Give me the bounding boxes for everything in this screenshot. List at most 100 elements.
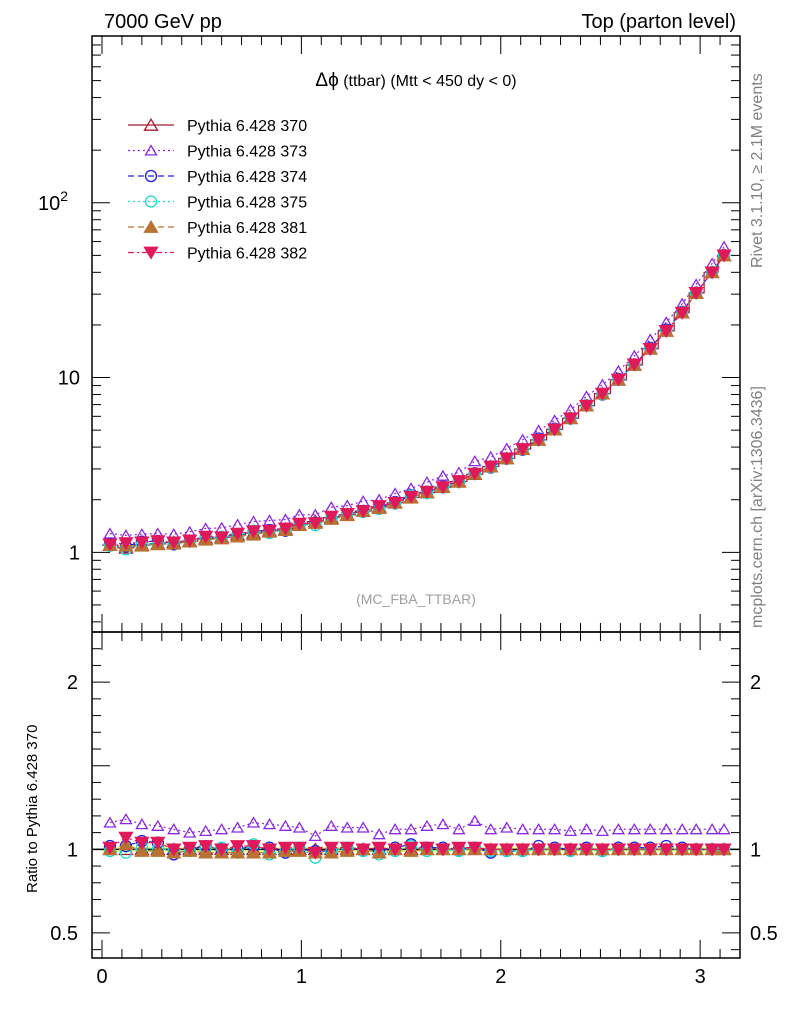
ratio-point-s5 bbox=[102, 841, 118, 855]
ratio-point-s1 bbox=[595, 824, 610, 836]
ratio-point-s5 bbox=[387, 843, 403, 857]
series-line-3 bbox=[109, 254, 725, 550]
ratio-point-s1 bbox=[627, 823, 641, 835]
data-point-s5 bbox=[435, 481, 451, 495]
data-point-s5 bbox=[483, 460, 499, 474]
ratio-point-s1 bbox=[500, 821, 514, 833]
ratio-line-3 bbox=[109, 843, 725, 859]
ratio-point-s5 bbox=[229, 840, 246, 854]
legend: Pythia 6.428 370 Pythia 6.428 373 Pythia 6… bbox=[128, 117, 307, 263]
data-point-s5 bbox=[229, 527, 246, 541]
ratio-point-s1 bbox=[468, 814, 482, 826]
mcplots-label: mcplots.cern.ch [arXiv:1306.3436] bbox=[749, 386, 766, 628]
data-point-s5 bbox=[578, 399, 595, 413]
ratio-point-s1 bbox=[675, 823, 689, 835]
data-point-s5 bbox=[323, 510, 339, 524]
ratio-point-s5 bbox=[419, 841, 435, 855]
ratio-point-s1 bbox=[199, 824, 213, 836]
watermark: (MC_FBA_TTBAR) bbox=[356, 591, 476, 607]
data-point-s5 bbox=[261, 524, 278, 538]
header-left: 7000 GeV pp bbox=[104, 11, 222, 33]
data-point-s5 bbox=[118, 537, 134, 551]
ratio-point-s1 bbox=[372, 828, 386, 840]
ratio-point-s1 bbox=[324, 819, 338, 831]
ratio-panel-frame bbox=[91, 631, 741, 959]
ratio-point-s1 bbox=[563, 824, 578, 836]
ratio-series-layer bbox=[102, 813, 732, 864]
ratio-point-s1 bbox=[436, 818, 450, 830]
ratio-point-s5 bbox=[674, 843, 690, 857]
ratio-point-s1 bbox=[356, 821, 370, 833]
data-point-s5 bbox=[134, 536, 150, 550]
ratio-ytick-label: 2 bbox=[67, 672, 78, 694]
data-point-s5 bbox=[355, 505, 371, 519]
data-point-s1 bbox=[230, 518, 245, 530]
data-point-s5 bbox=[339, 507, 355, 521]
ratio-ytick-label-right: 1 bbox=[750, 839, 761, 861]
ratio-point-s5 bbox=[499, 843, 515, 857]
ratio-point-s5 bbox=[150, 836, 166, 850]
data-point-s5 bbox=[213, 531, 230, 545]
ratio-point-s5 bbox=[451, 841, 467, 855]
ratio-line-4 bbox=[109, 843, 725, 854]
ratio-point-s5 bbox=[134, 836, 150, 850]
data-point-s5 bbox=[499, 452, 515, 466]
legend-entry: Pythia 6.428 374 bbox=[128, 169, 307, 186]
main-ytick-label: 1 bbox=[69, 542, 80, 564]
ratio-point-s1 bbox=[404, 823, 418, 835]
data-point-s5 bbox=[403, 490, 419, 504]
data-point-s5 bbox=[245, 525, 262, 539]
ratio-point-s5 bbox=[245, 840, 262, 854]
data-point-s5 bbox=[688, 287, 704, 301]
data-point-s5 bbox=[182, 534, 198, 548]
ratio-point-s5 bbox=[626, 843, 642, 857]
data-point-s5 bbox=[530, 434, 547, 447]
ratio-point-s1 bbox=[278, 819, 293, 831]
ratio-point-s5 bbox=[562, 843, 579, 857]
ratio-point-s1 bbox=[246, 816, 261, 828]
data-point-s5 bbox=[371, 500, 387, 514]
ratio-ytick-label-right: 0.5 bbox=[750, 923, 778, 945]
ratio-point-s1 bbox=[183, 826, 197, 838]
chart-title: Δϕ (ttbar) (Mtt < 450 dy < 0) bbox=[315, 70, 516, 91]
data-point-s5 bbox=[716, 249, 732, 263]
data-point-s5 bbox=[291, 517, 308, 531]
ratio-point-s5 bbox=[594, 843, 611, 857]
ratio-point-s1 bbox=[516, 823, 530, 835]
ratio-point-s1 bbox=[484, 823, 498, 835]
ratio-point-s5 bbox=[371, 841, 387, 855]
ratio-point-s4 bbox=[134, 843, 150, 857]
ratio-point-s5 bbox=[355, 843, 371, 857]
ratio-ytick-label-right: 2 bbox=[750, 672, 761, 694]
ratio-point-s5 bbox=[118, 831, 134, 845]
data-point-s5 bbox=[642, 342, 658, 356]
legend-marker bbox=[144, 144, 158, 156]
header-right: Top (parton level) bbox=[581, 11, 736, 33]
ratio-point-s1 bbox=[292, 821, 307, 833]
legend-entry: Pythia 6.428 370 bbox=[128, 117, 307, 135]
ratio-point-s1 bbox=[452, 823, 466, 835]
legend-marker bbox=[143, 246, 159, 260]
ratio-point-s5 bbox=[261, 843, 278, 857]
tick-labels-layer: 1 10 102 0.5 0.5 1 1 2 2 0 1 2 3 bbox=[38, 188, 778, 988]
ratio-point-s5 bbox=[213, 843, 230, 857]
data-point-s5 bbox=[150, 535, 166, 549]
ratio-point-s5 bbox=[307, 846, 323, 860]
ratio-point-s5 bbox=[323, 841, 339, 855]
ratio-point-s5 bbox=[166, 843, 182, 857]
ratio-point-s4 bbox=[150, 843, 166, 857]
ratio-point-s5 bbox=[515, 843, 531, 857]
ratio-point-s5 bbox=[688, 843, 704, 857]
data-point-s5 bbox=[626, 358, 642, 372]
data-point-s5 bbox=[704, 266, 720, 280]
legend-marker bbox=[143, 117, 159, 131]
ratio-point-s5 bbox=[291, 841, 308, 855]
rivet-label: Rivet 3.1.10, ≥ 2.1M events bbox=[749, 73, 766, 268]
data-point-s5 bbox=[198, 530, 214, 544]
series-line-0 bbox=[102, 254, 729, 549]
ratio-point-s5 bbox=[546, 843, 563, 857]
ratio-point-s1 bbox=[308, 829, 322, 842]
ratio-point-s5 bbox=[658, 843, 674, 857]
ratio-ytick-label: 1 bbox=[67, 839, 78, 861]
